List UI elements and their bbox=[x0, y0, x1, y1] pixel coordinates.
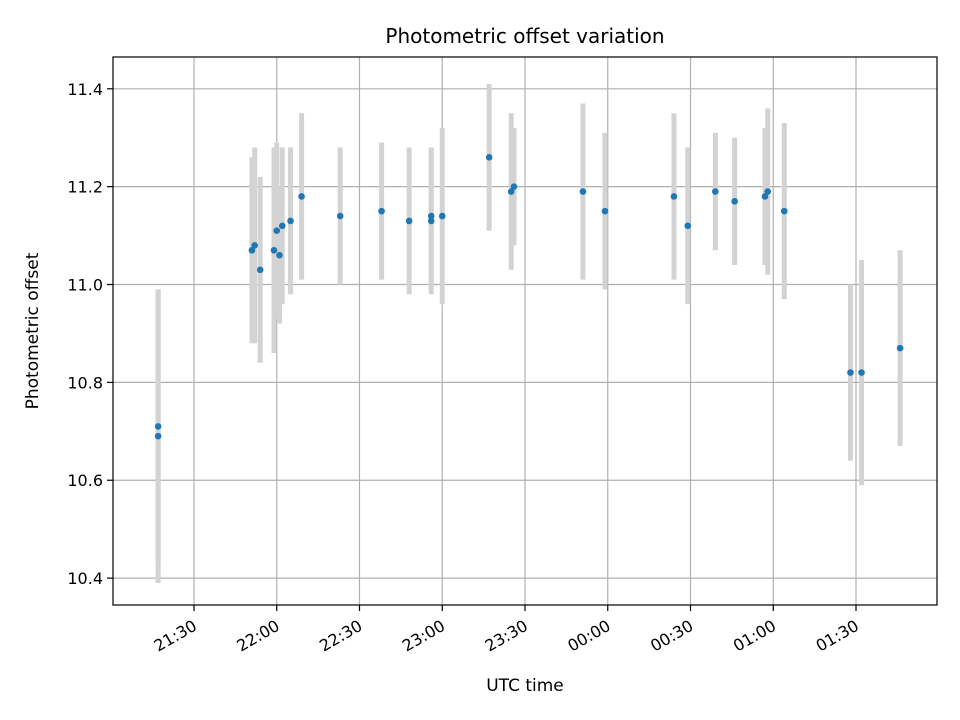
data-point bbox=[427, 212, 435, 220]
data-point bbox=[485, 154, 493, 161]
data-point bbox=[248, 246, 256, 254]
data-point bbox=[684, 222, 692, 230]
grid-lines bbox=[113, 57, 937, 605]
data-point bbox=[731, 198, 738, 205]
data-point bbox=[780, 207, 788, 215]
data-point bbox=[298, 193, 305, 200]
data-point bbox=[154, 423, 162, 430]
data-point bbox=[761, 193, 769, 200]
data-point bbox=[378, 207, 385, 215]
data-point bbox=[510, 183, 518, 190]
y-tick-label: 10.8 bbox=[67, 373, 103, 392]
data-point bbox=[270, 246, 278, 254]
data-point bbox=[601, 207, 609, 215]
data-point bbox=[670, 193, 678, 200]
data-point bbox=[278, 222, 286, 230]
data-point bbox=[287, 217, 294, 225]
data-point bbox=[427, 217, 435, 225]
data-point bbox=[405, 217, 413, 225]
data-point bbox=[276, 251, 283, 259]
data-point bbox=[273, 227, 281, 234]
chart-title: Photometric offset variation bbox=[385, 24, 664, 48]
y-tick-label: 11.4 bbox=[67, 80, 103, 99]
data-point bbox=[712, 188, 719, 195]
data-point bbox=[251, 242, 258, 249]
data-point bbox=[507, 188, 515, 195]
data-point bbox=[336, 212, 344, 220]
data-point bbox=[438, 212, 446, 220]
y-tick-label: 10.4 bbox=[67, 569, 103, 588]
y-tick-label: 11.0 bbox=[67, 276, 103, 295]
data-point bbox=[764, 188, 772, 195]
y-tick-label: 10.6 bbox=[67, 471, 103, 490]
data-point bbox=[154, 432, 162, 440]
data-point bbox=[896, 344, 904, 352]
y-axis-title: Photometric offset bbox=[23, 252, 43, 409]
data-point bbox=[256, 266, 264, 274]
data-point bbox=[847, 369, 854, 376]
y-tick-label: 11.2 bbox=[67, 178, 103, 197]
data-point bbox=[579, 188, 587, 195]
data-point bbox=[858, 369, 865, 376]
x-axis-title: UTC time bbox=[486, 676, 564, 696]
data-points bbox=[154, 154, 904, 440]
